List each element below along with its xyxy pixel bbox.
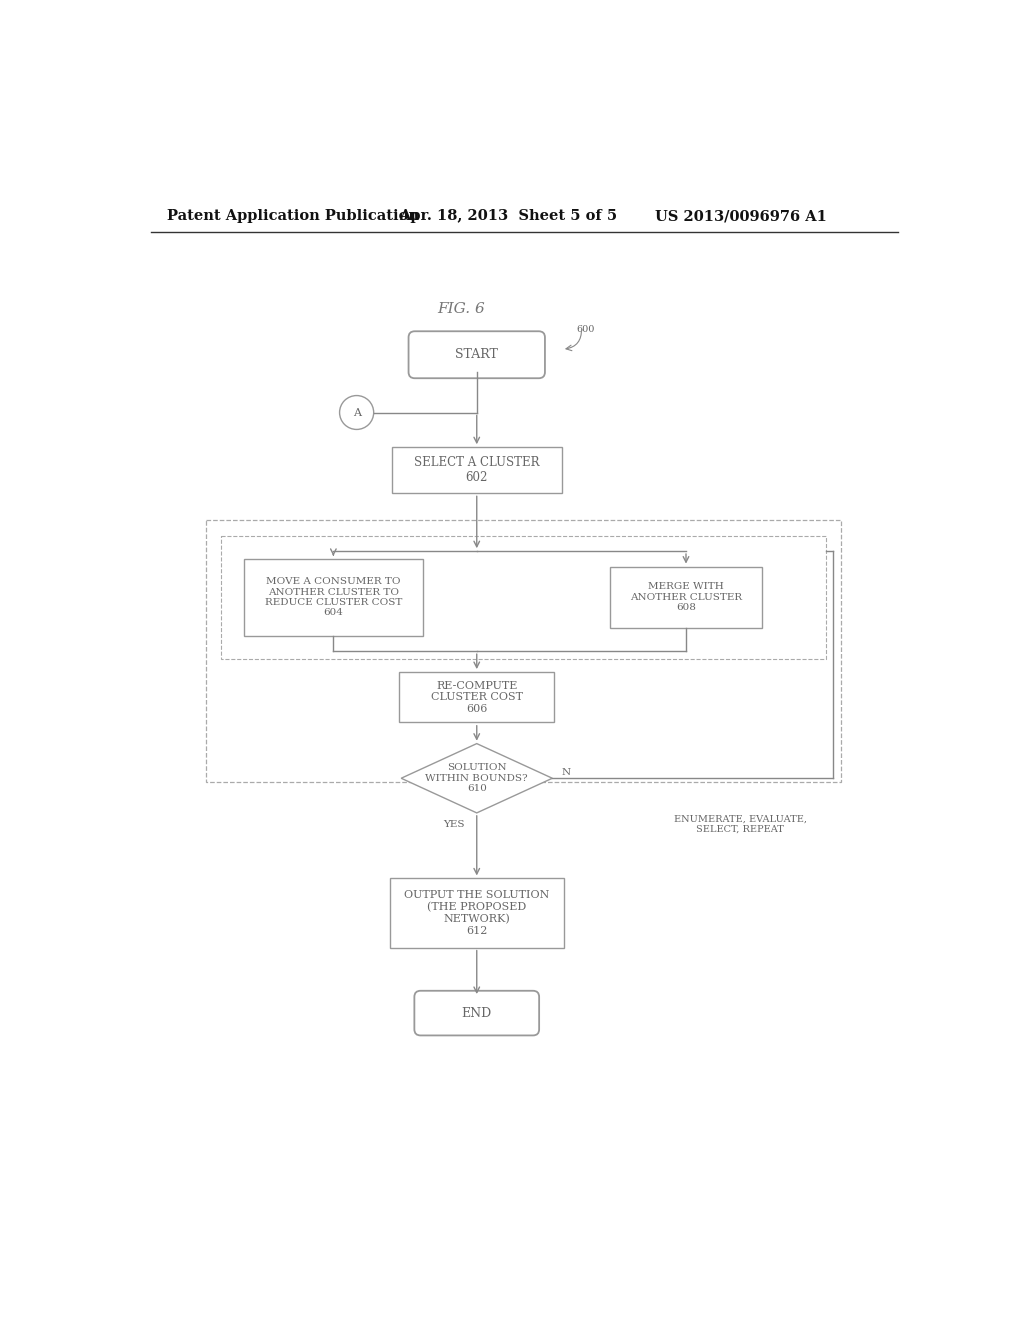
Text: FIG. 6: FIG. 6 <box>437 301 485 315</box>
Polygon shape <box>401 743 552 813</box>
Text: START: START <box>456 348 499 362</box>
FancyBboxPatch shape <box>415 991 540 1035</box>
Text: N: N <box>561 768 570 776</box>
Bar <box>221 536 825 659</box>
Text: MOVE A CONSUMER TO
ANOTHER CLUSTER TO
REDUCE CLUSTER COST
604: MOVE A CONSUMER TO ANOTHER CLUSTER TO RE… <box>264 577 402 618</box>
Bar <box>610 566 762 628</box>
Text: MERGE WITH
ANOTHER CLUSTER
608: MERGE WITH ANOTHER CLUSTER 608 <box>630 582 742 612</box>
Bar <box>245 558 423 636</box>
Text: OUTPUT THE SOLUTION
(THE PROPOSED
NETWORK)
612: OUTPUT THE SOLUTION (THE PROPOSED NETWOR… <box>404 890 550 936</box>
Text: US 2013/0096976 A1: US 2013/0096976 A1 <box>655 209 826 223</box>
Circle shape <box>340 396 374 429</box>
Bar <box>391 447 562 494</box>
Bar <box>206 520 841 781</box>
Text: Patent Application Publication: Patent Application Publication <box>167 209 419 223</box>
Text: END: END <box>462 1007 492 1019</box>
Bar <box>389 878 564 948</box>
Text: RE-COMPUTE
CLUSTER COST
606: RE-COMPUTE CLUSTER COST 606 <box>431 681 522 714</box>
Text: 600: 600 <box>577 325 595 334</box>
Bar <box>399 672 554 722</box>
Text: SOLUTION
WITHIN BOUNDS?
610: SOLUTION WITHIN BOUNDS? 610 <box>425 763 528 793</box>
Text: A: A <box>352 408 360 417</box>
Text: SELECT A CLUSTER
602: SELECT A CLUSTER 602 <box>414 457 540 484</box>
Text: Apr. 18, 2013  Sheet 5 of 5: Apr. 18, 2013 Sheet 5 of 5 <box>399 209 617 223</box>
FancyBboxPatch shape <box>409 331 545 379</box>
Text: YES: YES <box>442 820 464 829</box>
Text: ENUMERATE, EVALUATE,
SELECT, REPEAT: ENUMERATE, EVALUATE, SELECT, REPEAT <box>674 814 807 834</box>
